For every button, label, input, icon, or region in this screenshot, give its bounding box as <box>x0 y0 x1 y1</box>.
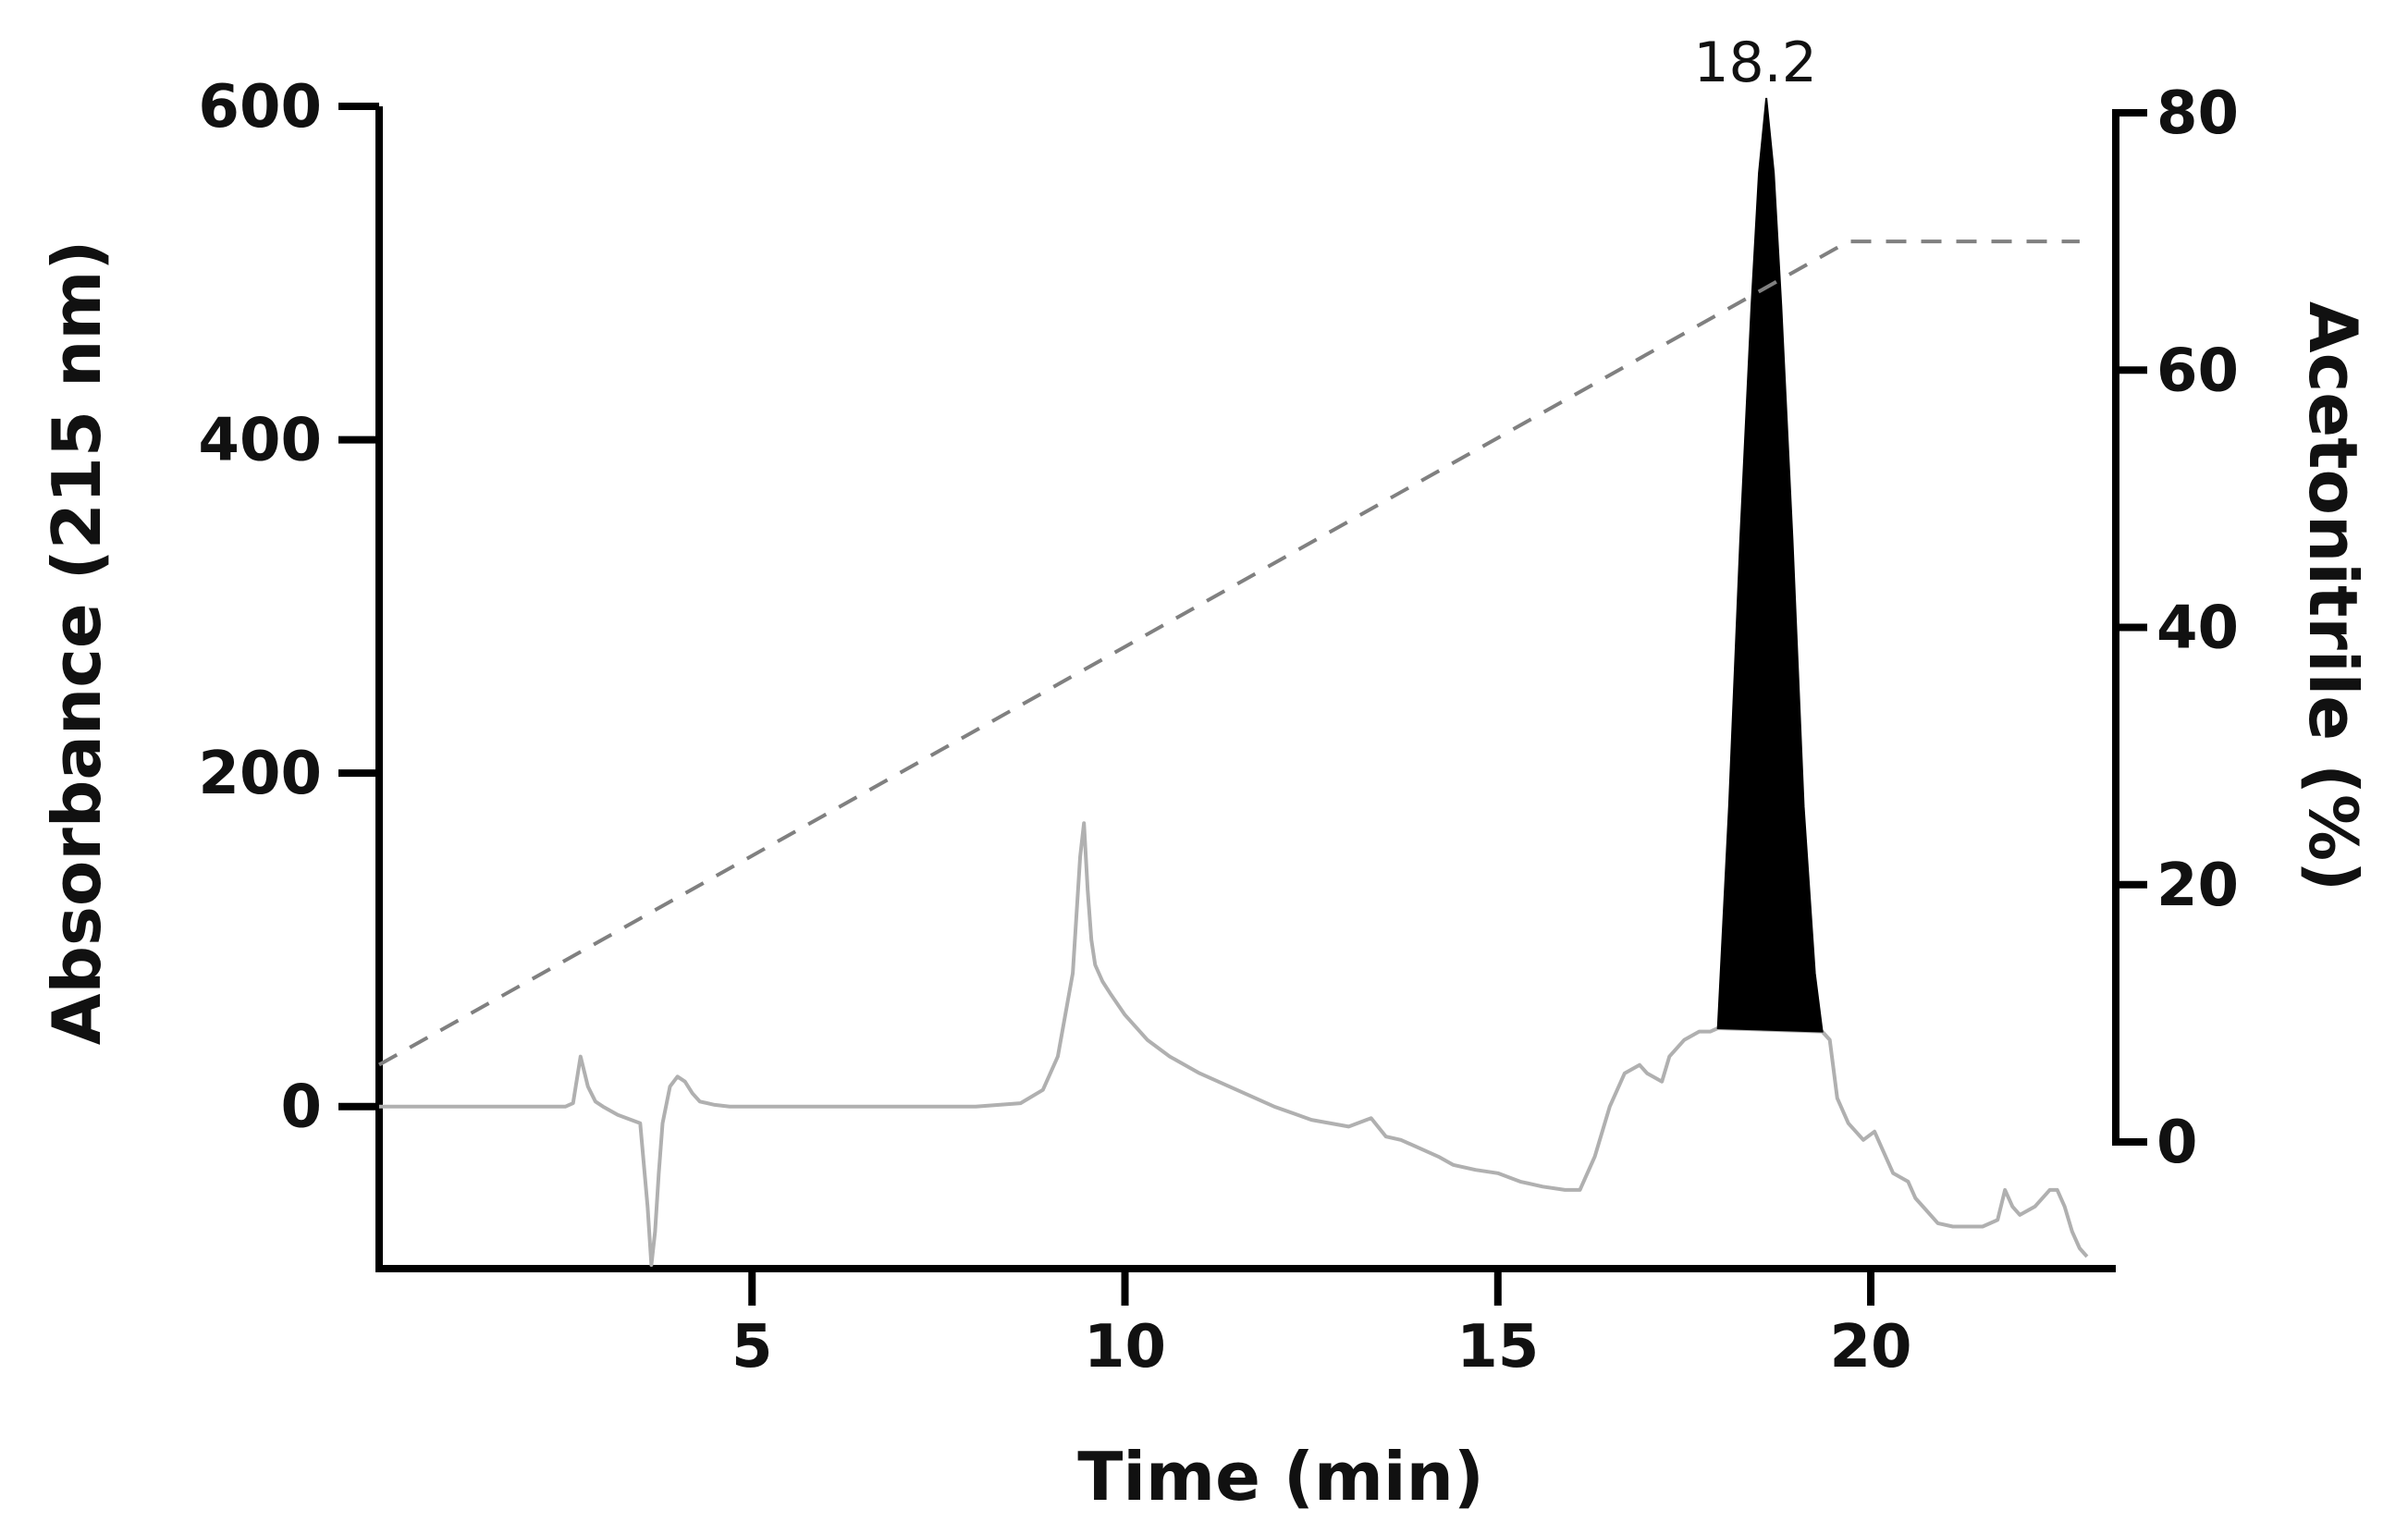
y2-axis-title: Acetonitrile (%) <box>2294 301 2372 891</box>
y2-tick-label: 80 <box>2156 80 2239 148</box>
chart-series <box>378 97 2089 1267</box>
y-tick-label: 600 <box>198 73 322 141</box>
absorbance-trace-line <box>379 821 2089 1267</box>
x-tick-label: 15 <box>1456 1313 1539 1381</box>
y-tick-label: 0 <box>280 1074 322 1142</box>
y-axis-title: Absorbance (215 nm) <box>38 240 116 1046</box>
x-tick-label: 20 <box>1830 1313 1912 1381</box>
y-tick-label: 200 <box>198 740 322 808</box>
y-tick-label: 400 <box>198 407 322 475</box>
x-tick-label: 10 <box>1084 1313 1166 1381</box>
y2-tick-label: 20 <box>2156 852 2239 920</box>
acetonitrile-gradient-line <box>378 239 2080 1067</box>
chart-axes <box>375 106 2119 1272</box>
y2-tick-label: 40 <box>2156 595 2239 663</box>
peak-label-18-2: 18.2 <box>1693 31 1817 95</box>
chart-ticks: 0 200 400 600 0 20 40 60 80 5 10 15 20 <box>198 73 2239 1381</box>
peak-18-2-filled <box>1716 97 1824 1033</box>
x-axis-title: Time (min) <box>1077 1438 1484 1516</box>
y2-tick-label: 60 <box>2156 337 2239 405</box>
x-tick-label: 5 <box>731 1313 773 1381</box>
y2-tick-label: 0 <box>2156 1109 2198 1177</box>
